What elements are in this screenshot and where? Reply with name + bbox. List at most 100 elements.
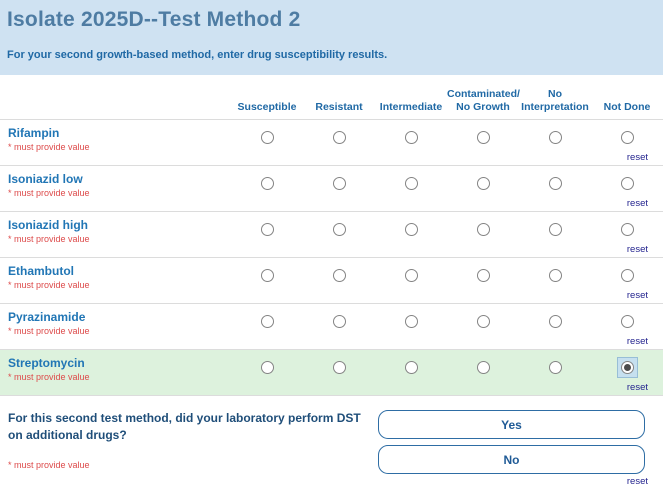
- radio-ethambutol-no-interpretation[interactable]: [545, 265, 566, 286]
- radio-icon: [476, 361, 490, 374]
- radio-isoniazid-high-no-interpretation[interactable]: [545, 219, 566, 240]
- radio-isoniazid-low-resistant[interactable]: [329, 173, 350, 194]
- page-title: Isolate 2025D--Test Method 2: [7, 8, 301, 31]
- radio-ethambutol-susceptible[interactable]: [257, 265, 278, 286]
- column-header-not-done: Not Done: [603, 100, 651, 113]
- radio-icon: [260, 269, 274, 282]
- radio-icon: [260, 315, 274, 328]
- radio-icon: [548, 315, 562, 328]
- radio-ethambutol-not-done[interactable]: [617, 265, 638, 286]
- drug-cell: Streptomycin * must provide value: [0, 350, 231, 395]
- radio-icon: [404, 315, 418, 328]
- radio-icon: [548, 269, 562, 282]
- radio-isoniazid-low-no-interpretation[interactable]: [545, 173, 566, 194]
- drug-cell: Isoniazid high * must provide value: [0, 212, 231, 257]
- radio-rifampin-susceptible[interactable]: [257, 127, 278, 148]
- radio-icon: [620, 361, 634, 374]
- radio-streptomycin-no-interpretation[interactable]: [545, 357, 566, 378]
- drug-row-pyrazinamide: Pyrazinamide * must provide value reset: [0, 304, 663, 350]
- no-button[interactable]: No: [378, 445, 645, 474]
- radio-icon: [548, 223, 562, 236]
- radio-isoniazid-low-susceptible[interactable]: [257, 173, 278, 194]
- radio-icon: [620, 315, 634, 328]
- required-note: * must provide value: [8, 326, 90, 337]
- radio-icon: [404, 131, 418, 144]
- reset-link-ethambutol[interactable]: reset: [626, 290, 648, 301]
- radio-icon: [332, 223, 346, 236]
- drug-label-streptomycin: Streptomycin: [8, 356, 85, 370]
- drug-cell: Isoniazid low * must provide value: [0, 166, 231, 211]
- radio-isoniazid-low-contaminated[interactable]: [473, 173, 494, 194]
- question-text-block: For this second test method, did your la…: [8, 410, 378, 497]
- drug-row-rifampin: Rifampin * must provide value reset: [0, 120, 663, 166]
- radio-isoniazid-low-intermediate[interactable]: [401, 173, 422, 194]
- radio-pyrazinamide-no-interpretation[interactable]: [545, 311, 566, 332]
- radio-streptomycin-contaminated[interactable]: [473, 357, 494, 378]
- radio-streptomycin-not-done[interactable]: [616, 357, 638, 378]
- reset-link-streptomycin[interactable]: reset: [626, 382, 648, 393]
- radio-icon: [404, 177, 418, 190]
- required-note: * must provide value: [8, 142, 90, 153]
- column-header-susceptible: Susceptible: [237, 100, 297, 113]
- radio-icon: [332, 315, 346, 328]
- radio-streptomycin-intermediate[interactable]: [401, 357, 422, 378]
- radio-rifampin-no-interpretation[interactable]: [545, 127, 566, 148]
- drug-row-ethambutol: Ethambutol * must provide value reset: [0, 258, 663, 304]
- reset-link-pyrazinamide[interactable]: reset: [626, 336, 648, 347]
- question-label: For this second test method, did your la…: [8, 411, 361, 443]
- dst-table: Susceptible Resistant Intermediate Conta…: [0, 75, 663, 396]
- drug-cell: Ethambutol * must provide value: [0, 258, 231, 303]
- radio-ethambutol-contaminated[interactable]: [473, 265, 494, 286]
- drug-row-streptomycin: Streptomycin * must provide value reset: [0, 350, 663, 396]
- radio-icon: [404, 269, 418, 282]
- radio-icon: [548, 177, 562, 190]
- radio-pyrazinamide-contaminated[interactable]: [473, 311, 494, 332]
- radio-icon: [476, 269, 490, 282]
- required-note: * must provide value: [8, 188, 90, 199]
- radio-pyrazinamide-resistant[interactable]: [329, 311, 350, 332]
- radio-streptomycin-resistant[interactable]: [329, 357, 350, 378]
- reset-link-isoniazid-low[interactable]: reset: [626, 198, 648, 209]
- radio-streptomycin-susceptible[interactable]: [257, 357, 278, 378]
- radio-icon: [332, 131, 346, 144]
- radio-icon: [332, 177, 346, 190]
- required-note: * must provide value: [8, 280, 90, 291]
- column-header-contaminated-no-growth: Contaminated/ No Growth: [447, 87, 520, 113]
- radio-pyrazinamide-not-done[interactable]: [617, 311, 638, 332]
- required-note: * must provide value: [8, 372, 90, 383]
- radio-ethambutol-resistant[interactable]: [329, 265, 350, 286]
- drug-cell: Pyrazinamide * must provide value: [0, 304, 231, 349]
- radio-ethambutol-intermediate[interactable]: [401, 265, 422, 286]
- drug-row-isoniazid-high: Isoniazid high * must provide value rese…: [0, 212, 663, 258]
- column-header-intermediate: Intermediate: [379, 100, 443, 113]
- radio-icon: [476, 131, 490, 144]
- radio-rifampin-intermediate[interactable]: [401, 127, 422, 148]
- column-header-resistant: Resistant: [315, 100, 363, 113]
- reset-link-rifampin[interactable]: reset: [626, 152, 648, 163]
- radio-rifampin-not-done[interactable]: [617, 127, 638, 148]
- radio-isoniazid-high-intermediate[interactable]: [401, 219, 422, 240]
- radio-icon: [260, 177, 274, 190]
- radio-icon: [476, 223, 490, 236]
- radio-icon: [620, 177, 634, 190]
- radio-icon: [260, 131, 274, 144]
- radio-pyrazinamide-susceptible[interactable]: [257, 311, 278, 332]
- drug-label-pyrazinamide: Pyrazinamide: [8, 310, 86, 324]
- radio-pyrazinamide-intermediate[interactable]: [401, 311, 422, 332]
- radio-rifampin-contaminated[interactable]: [473, 127, 494, 148]
- radio-isoniazid-high-contaminated[interactable]: [473, 219, 494, 240]
- radio-isoniazid-high-not-done[interactable]: [617, 219, 638, 240]
- required-note: * must provide value: [8, 459, 90, 470]
- radio-rifampin-resistant[interactable]: [329, 127, 350, 148]
- radio-icon: [476, 177, 490, 190]
- reset-link-isoniazid-high[interactable]: reset: [626, 244, 648, 255]
- reset-link-question[interactable]: reset: [626, 476, 648, 487]
- drug-label-ethambutol: Ethambutol: [8, 264, 74, 278]
- radio-icon: [404, 361, 418, 374]
- drug-label-isoniazid-high: Isoniazid high: [8, 218, 88, 232]
- radio-isoniazid-high-resistant[interactable]: [329, 219, 350, 240]
- yes-button[interactable]: Yes: [378, 410, 645, 439]
- radio-isoniazid-high-susceptible[interactable]: [257, 219, 278, 240]
- page-instructions: For your second growth-based method, ent…: [7, 49, 388, 61]
- radio-isoniazid-low-not-done[interactable]: [617, 173, 638, 194]
